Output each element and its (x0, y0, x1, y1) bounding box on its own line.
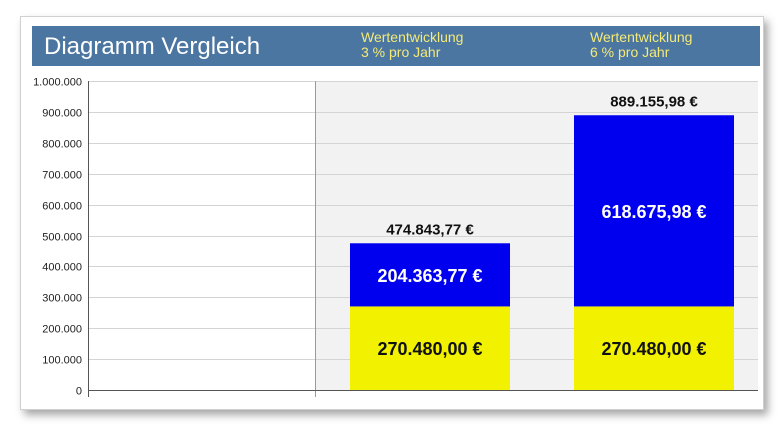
column-header-3-line1: Wertentwicklung (361, 29, 464, 45)
bar-segment-label: 618.675,98 € (601, 202, 706, 222)
y-tick-label: 800.000 (42, 139, 82, 151)
bar-total-label: 889.155,98 € (610, 93, 698, 110)
bar-segment-base (574, 306, 734, 390)
bar-segment-label: 204.363,77 € (377, 266, 482, 286)
chart-header: Diagramm Vergleich Wertentwicklung 3 % p… (32, 26, 760, 66)
bar-segment-gain (574, 115, 734, 307)
column-header-3-line2: 3 % pro Jahr (361, 44, 441, 60)
y-tick-label: 700.000 (42, 170, 82, 182)
y-tick-label: 200.000 (42, 324, 82, 336)
y-tick-label: 0 (76, 386, 82, 398)
y-tick-label: 500.000 (42, 232, 82, 244)
chart-title: Diagramm Vergleich (44, 33, 261, 60)
bar-segment-base (350, 306, 510, 390)
column-header-6-percent: Wertentwicklung 6 % pro Jahr (590, 30, 692, 60)
y-tick-label: 400.000 (42, 262, 82, 274)
y-tick-label: 100.000 (42, 355, 82, 367)
column-header-3-percent: Wertentwicklung 3 % pro Jahr (361, 30, 463, 60)
y-tick-label: 300.000 (42, 293, 82, 305)
bar-segment-label: 270.480,00 € (377, 339, 482, 359)
column-header-6-line1: Wertentwicklung (590, 29, 693, 45)
bar-total-label: 474.843,77 € (386, 221, 474, 238)
y-tick-label: 1.000.000 (33, 77, 82, 89)
y-tick-label: 900.000 (42, 108, 82, 120)
bar-segment-label: 270.480,00 € (601, 339, 706, 359)
column-header-6-line2: 6 % pro Jahr (590, 44, 670, 60)
bar-segment-gain (350, 243, 510, 307)
y-tick-label: 600.000 (42, 201, 82, 213)
